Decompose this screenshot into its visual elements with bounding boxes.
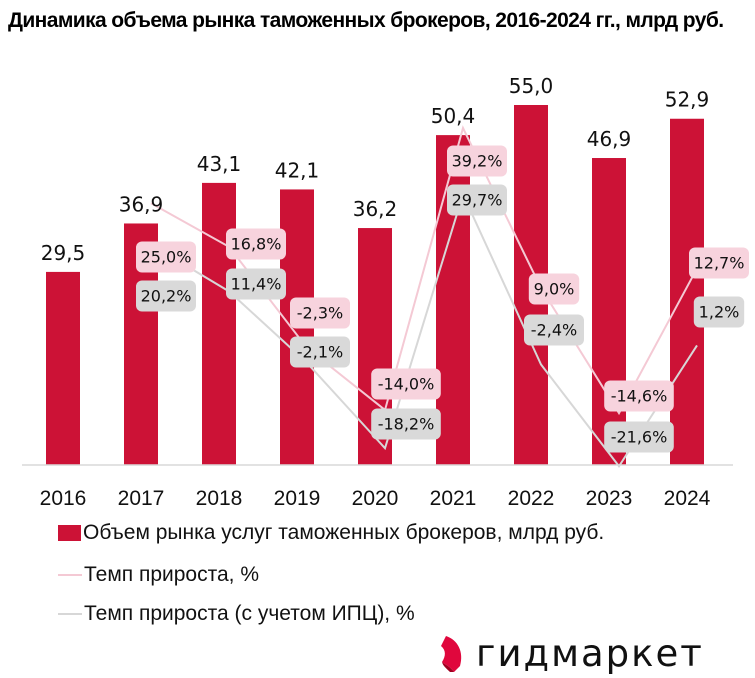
growth-rate-label: 12,7% [689,247,749,279]
brand-name: гидмаркет [476,632,704,675]
legend-label: Темп прироста, % [84,563,260,586]
legend-label: Объем рынка услуг таможенных брокеров, м… [83,521,605,544]
growth-rate-label: 25,0% [136,241,196,273]
x-tick-label: 2023 [586,487,633,510]
growth-rate-label-bg [447,145,507,177]
growth-rate-cpi-label-text: 1,2% [699,303,740,322]
growth-rate-cpi-label: -2,1% [290,336,350,368]
growth-rate-cpi-label: 1,2% [693,296,745,328]
growth-rate-label: -14,6% [604,380,674,412]
bar-value-label: 52,9 [665,88,710,112]
legend-line-swatch [58,574,82,576]
growth-rate-cpi-label: -21,6% [604,421,674,453]
x-tick-label: 2017 [118,487,165,510]
growth-rate-cpi-label-bg [290,336,350,368]
growth-rate-label-bg [689,247,749,279]
growth-rate-label: 16,8% [226,228,286,260]
legend-item-volume: Объем рынка услуг таможенных брокеров, м… [58,521,604,545]
x-tick-label: 2020 [352,487,399,510]
growth-rate-label: -14,0% [371,368,441,400]
growth-rate-label-text: 16,8% [231,235,282,254]
gidmarket-logo-icon [441,636,462,672]
x-tick-label: 2016 [40,487,87,510]
growth-rate-cpi-label-bg [447,184,507,216]
growth-rate-cpi-label: 20,2% [136,280,196,312]
bar-2018 [202,182,236,465]
growth-rate-cpi-label: 11,4% [226,268,286,300]
growth-rate-label-bg [371,368,441,400]
data-labels: 29,5 36,9 43,1 42,1 36,2 50,4 55,0 46,9 52,9 25,0… [41,74,749,453]
growth-rate-cpi-label-text: 20,2% [141,287,192,306]
growth-rate-cpi-label-bg [524,314,584,346]
growth-rate-cpi-label: -18,2% [371,408,441,440]
growth-rate-cpi-label-bg [226,268,286,300]
growth-rate-cpi-label-bg [371,408,441,440]
bar-2023 [592,158,626,465]
growth-rate-label: -2,3% [290,297,350,329]
bar-value-label: 36,2 [353,197,398,221]
bar-2016 [46,271,80,465]
growth-rate-label-text: -2,3% [297,304,343,323]
bar-value-label: 36,9 [119,192,164,216]
bar-value-label: 55,0 [509,74,554,98]
growth-rate-cpi-label-text: -2,1% [297,343,343,362]
growth-rate-cpi-label-text: -18,2% [378,415,435,434]
growth-rate-label-text: 39,2% [452,152,503,171]
growth-rate-cpi-label: 29,7% [447,184,507,216]
brand-logo: гидмаркет [438,634,704,674]
x-tick-label: 2024 [664,487,711,510]
legend-item-growth: Темп прироста, % [58,563,259,587]
growth-rate-cpi-label-bg [604,421,674,453]
growth-rate-cpi-label: -2,4% [524,314,584,346]
growth-rate-label-bg [290,297,350,329]
growth-rate-cpi-label-bg [136,280,196,312]
growth-rate-label-text: -14,0% [378,375,435,394]
growth-rate-cpi-label-text: -2,4% [531,321,577,340]
x-tick-label: 2019 [274,487,321,510]
x-tick-label: 2018 [196,487,243,510]
bar-value-label: 50,4 [431,104,476,128]
growth-rate-label-text: 12,7% [694,254,745,273]
growth-rate-label: 39,2% [447,145,507,177]
legend-bar-swatch [58,525,81,541]
legend-item-growth-cpi: Темп прироста (с учетом ИПЦ), % [58,602,415,626]
growth-rate-label-bg [604,380,674,412]
x-axis-tick-labels: 2016 2017 2018 2019 2020 2021 2022 2023 2024 [40,487,711,510]
growth-rate-label: 9,0% [528,273,580,305]
chart-area: 29,5 36,9 43,1 42,1 36,2 50,4 55,0 46,9 52,9 25,0… [22,74,749,510]
growth-rate-label-bg [136,241,196,273]
growth-rate-label-text: -14,6% [611,387,668,406]
growth-rate-cpi-label-bg [693,296,745,328]
bar-value-label: 29,5 [41,241,86,265]
growth-rate-label-bg [226,228,286,260]
bar-2024 [670,118,704,465]
x-tick-label: 2022 [508,487,555,510]
growth-rate-label-text: 25,0% [141,248,192,267]
bar-value-label: 42,1 [275,158,320,182]
bar-value-label: 46,9 [587,127,632,151]
growth-rate-cpi-label-text: -21,6% [611,428,668,447]
legend-label: Темп прироста (с учетом ИПЦ), % [84,602,415,625]
growth-rate-label-bg [528,273,580,305]
bar-value-label: 43,1 [197,152,242,176]
growth-rate-cpi-label-text: 11,4% [231,275,282,294]
growth-rate-cpi-label-text: 29,7% [452,191,503,210]
bar-series [46,105,704,466]
legend-line-swatch [58,613,82,615]
x-tick-label: 2021 [430,487,477,510]
growth-rate-label-text: 9,0% [534,280,575,299]
chart-title: Динамика объема рынка таможенных брокеро… [8,9,724,32]
